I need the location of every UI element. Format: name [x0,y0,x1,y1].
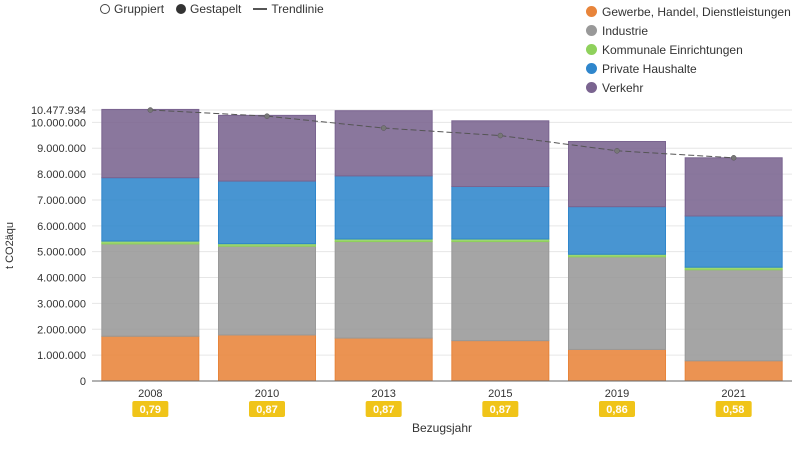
bar-segment [451,120,550,188]
legend-item-verkehr[interactable]: Verkehr [586,78,791,97]
factor-badge-text: 0,87 [256,404,277,416]
bar-segment [451,186,550,240]
legend-label: Industrie [602,23,649,38]
trendline-toggle[interactable]: Trendlinie [253,2,324,16]
bar-segment [568,348,666,382]
chart-mode-toggles: Gruppiert Gestapelt Trendlinie [100,2,324,16]
x-tick-label: 2015 [488,388,512,400]
trend-point [380,125,387,131]
x-tick-label: 2010 [255,388,279,400]
legend-item-industrie[interactable]: Industrie [586,21,791,40]
trend-point [264,113,270,119]
trend-point [614,148,620,154]
x-tick-label: 2008 [138,388,162,400]
trendline-label: Trendlinie [271,2,324,16]
legend-dot-icon [586,44,597,55]
factor-badge [365,401,402,417]
bar-segment [684,215,783,268]
factor-badge [482,401,519,417]
y-tick-label: 9.000.000 [37,143,86,155]
trend-point [147,107,154,113]
grouped-toggle[interactable]: Gruppiert [100,2,164,16]
bar-segment [451,340,550,382]
legend-dot-icon [586,6,597,17]
bar-segment [684,360,783,382]
legend: Gewerbe, Handel, Dienstleistungen Indust… [586,2,791,97]
y-axis-title: t CO2äqu [4,222,16,269]
bar-segment [218,180,316,245]
bar-segment [218,334,316,382]
x-tick-label: 2021 [721,388,745,400]
legend-dot-icon [586,25,597,36]
stacked-toggle[interactable]: Gestapelt [176,2,241,16]
y-tick-label: 0 [80,376,86,388]
y-tick-label: 2.000.000 [37,324,86,336]
legend-label: Gewerbe, Handel, Dienstleistungen [602,4,791,19]
x-tick-label: 2013 [371,388,395,400]
trend-point [497,132,504,139]
bar-segment [101,177,200,242]
factor-badge [132,401,169,417]
y-tick-label: 4.000.000 [37,273,86,285]
y-tick-label: 7.000.000 [37,195,86,207]
factor-badge [715,401,752,417]
bar-segment [334,110,433,177]
y-tick-label-max: 10.477.934 [31,105,86,117]
bar-segment [334,241,433,339]
trendline-icon [253,8,268,10]
bar-segment [101,243,200,337]
legend-item-gewerbe[interactable]: Gewerbe, Handel, Dienstleistungen [586,2,791,21]
stacked-radio-icon [176,4,187,14]
bar-segment [451,241,550,342]
bar-segment [684,157,783,217]
factor-badge-text: 0,79 [140,404,161,416]
y-tick-label: 8.000.000 [37,169,86,181]
x-tick-label: 2019 [605,388,629,400]
bar-segment [101,108,200,179]
y-tick-label: 6.000.000 [37,221,86,233]
bar-segment [684,269,783,362]
legend-label: Private Haushalte [602,61,697,76]
legend-label: Kommunale Einrichtungen [602,42,743,57]
bar-segment [334,175,433,240]
factor-badge-text: 0,87 [490,404,511,416]
factor-badge [249,401,285,417]
x-axis-title: Bezugsjahr [412,421,472,435]
y-tick-label: 3.000.000 [37,298,86,310]
trend-point [730,155,737,161]
trend-line [150,109,734,159]
legend-item-kommunale[interactable]: Kommunale Einrichtungen [586,40,791,59]
factor-badge [599,401,635,417]
factor-badge-text: 0,86 [606,404,627,416]
bar-segment [218,114,316,182]
y-tick-label: 5.000.000 [37,247,86,259]
legend-label: Verkehr [602,80,644,95]
bar-segment [568,256,666,350]
y-tick-label: 10.000.000 [31,117,86,129]
factor-badge-text: 0,58 [723,404,744,416]
legend-dot-icon [586,63,597,74]
factor-badge-text: 0,87 [373,404,394,416]
grouped-label: Gruppiert [114,2,165,16]
bar-segment [568,206,666,255]
grouped-radio-icon [100,4,110,14]
bar-segment [101,335,200,382]
stacked-label: Gestapelt [190,2,242,16]
legend-dot-icon [586,82,597,93]
legend-item-haushalte[interactable]: Private Haushalte [586,59,791,78]
bar-segment [334,337,433,382]
bar-segment [218,245,316,336]
y-tick-label: 1.000.000 [37,350,86,362]
